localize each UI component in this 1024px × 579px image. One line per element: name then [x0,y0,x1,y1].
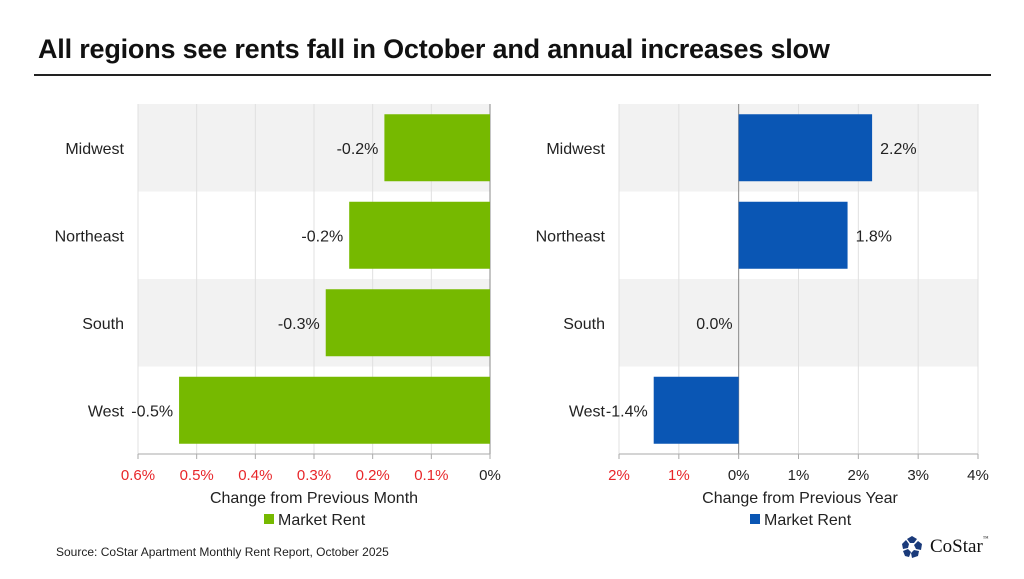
bar [179,376,491,444]
data-label: -1.4% [606,403,648,420]
x-axis-title: Change from Previous Month [210,490,418,507]
legend-label: Market Rent [278,512,366,529]
source-note: Source: CoStar Apartment Monthly Rent Re… [56,545,389,559]
page-title: All regions see rents fall in October an… [38,34,830,64]
category-label: Northeast [536,228,606,245]
x-tick-label: 1% [788,467,810,484]
legend-swatch [750,514,760,524]
bar [653,376,739,444]
category-label: South [563,316,605,333]
x-tick-label: 0% [479,467,501,484]
bar [325,289,490,357]
data-label: -0.2% [337,141,379,158]
x-tick-label: 0.1% [414,467,448,484]
data-label: 1.8% [856,228,892,245]
x-tick-label: 0.4% [238,467,272,484]
x-tick-label: 0.2% [356,467,390,484]
category-label: South [82,316,124,333]
x-tick-label: 0.6% [121,467,155,484]
x-tick-label: 3% [907,467,929,484]
data-label: 2.2% [880,141,916,158]
costar-logo: CoStar™ [900,535,989,559]
category-label: Midwest [65,141,124,158]
data-label: 0.0% [696,316,732,333]
bar [349,201,490,269]
data-label: -0.5% [131,403,173,420]
legend-swatch [264,514,274,524]
logo-trademark: ™ [982,536,989,542]
x-tick-label: 2% [847,467,869,484]
logo-name: CoStar [930,536,983,557]
x-tick-label: 0.3% [297,467,331,484]
category-label: Northeast [55,228,125,245]
logo-text: CoStar™ [930,536,989,558]
x-tick-label: 4% [967,467,989,484]
x-tick-label: 0.5% [180,467,214,484]
bar [738,201,848,269]
x-tick-label: 0% [728,467,750,484]
bar [738,114,873,182]
x-tick-label: 1% [668,467,690,484]
category-label: Midwest [546,141,605,158]
costar-star-icon [902,536,922,558]
category-label: West [88,403,125,420]
bar [384,114,490,182]
x-axis-title: Change from Previous Year [702,490,898,507]
legend-label: Market Rent [764,512,852,529]
title-divider [34,74,991,76]
x-tick-label: 2% [608,467,630,484]
data-label: -0.3% [278,316,320,333]
data-label: -0.2% [301,228,343,245]
category-label: West [569,403,606,420]
